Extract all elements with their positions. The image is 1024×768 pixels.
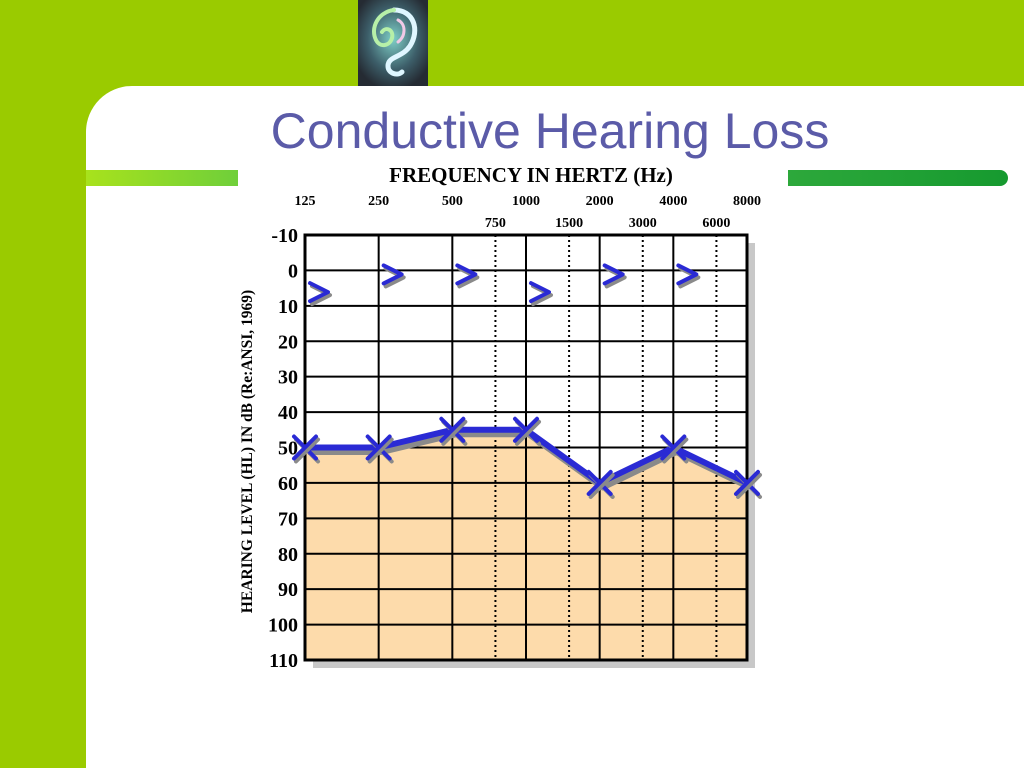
- bone-marker: [308, 281, 330, 304]
- bone-marker: [602, 263, 625, 286]
- y-tick-label: 60: [278, 473, 298, 495]
- x-tick-label-minor: 750: [485, 216, 506, 231]
- x-tick-label: 500: [442, 194, 463, 209]
- marker-layer: [292, 263, 762, 499]
- y-tick-label: 0: [288, 260, 298, 282]
- x-marker: [586, 469, 615, 499]
- y-tick-label: 70: [278, 508, 298, 530]
- x-tick-label: 125: [295, 194, 316, 209]
- x-marker: [734, 469, 762, 499]
- x-marker-shadow: [441, 419, 468, 446]
- y-tick-label: 50: [278, 438, 298, 460]
- x-marker: [660, 434, 689, 464]
- x-marker-shadow: [515, 419, 541, 446]
- x-tick-label: 1000: [512, 194, 540, 209]
- chart-title: FREQUENCY IN HERTZ (Hz): [389, 163, 673, 187]
- divider-bar-right: [788, 170, 1008, 186]
- x-marker: [439, 416, 468, 446]
- x-marker-stroke: [365, 434, 392, 461]
- y-tick-label: 30: [278, 367, 298, 389]
- bone-marker: [455, 263, 478, 286]
- y-tick-label: 110: [269, 650, 298, 672]
- x-marker: [365, 434, 394, 464]
- divider-bar-left: [86, 170, 238, 186]
- x-tick-label: 8000: [733, 194, 761, 209]
- y-tick-label: 20: [278, 331, 298, 353]
- bone-marker: [381, 263, 404, 286]
- x-marker-stroke: [513, 416, 539, 443]
- x-marker-stroke: [734, 469, 760, 496]
- x-marker-shadow: [294, 437, 320, 464]
- audiogram-chart: FREQUENCY IN HERTZ (Hz)125 250 500 1000 2000…: [239, 163, 762, 672]
- y-axis-label: HEARING LEVEL (HL) IN dB (Re:ANSI, 1969): [239, 290, 256, 613]
- y-tick-label: 80: [278, 544, 298, 566]
- y-tick-label: 100: [268, 615, 298, 637]
- x-marker-stroke: [439, 416, 466, 443]
- x-marker-stroke: [292, 434, 318, 461]
- x-marker-stroke: [586, 469, 613, 496]
- x-marker-shadow: [662, 437, 689, 464]
- x-marker: [513, 416, 541, 446]
- x-marker: [292, 434, 320, 464]
- y-tick-label: -10: [271, 225, 298, 247]
- axis-labels: FREQUENCY IN HERTZ (Hz)125 250 500 1000 2000…: [239, 163, 761, 672]
- y-tick-label: 10: [278, 296, 298, 318]
- x-marker-stroke: [660, 434, 687, 461]
- slide-title: Conductive Hearing Loss: [270, 103, 830, 159]
- x-tick-label: 4000: [659, 194, 687, 209]
- bone-marker: [676, 263, 699, 286]
- x-marker-shadow: [367, 437, 394, 464]
- x-tick-label: 250: [368, 194, 389, 209]
- x-tick-label-minor: 3000: [629, 216, 657, 231]
- bone-marker: [529, 281, 551, 304]
- y-tick-label: 90: [278, 579, 298, 601]
- x-tick-label-minor: 6000: [702, 216, 730, 231]
- x-marker-shadow: [736, 472, 762, 499]
- x-tick-label-minor: 1500: [555, 216, 583, 231]
- y-tick-label: 40: [278, 402, 298, 424]
- x-marker-shadow: [588, 472, 615, 499]
- ear-icon: [358, 0, 428, 86]
- x-tick-label: 2000: [586, 194, 614, 209]
